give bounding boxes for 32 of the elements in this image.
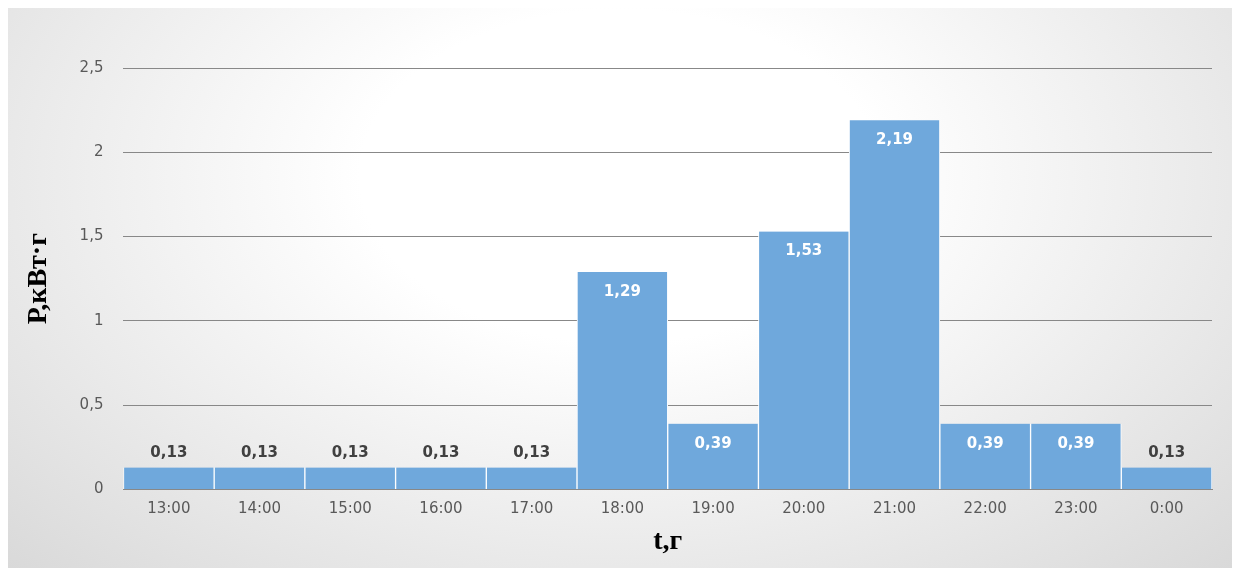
x-tick-label: 14:00 xyxy=(237,499,282,518)
x-tick-label: 15:00 xyxy=(328,499,372,518)
data-label: 0,13 xyxy=(1148,443,1186,462)
data-label: 1,29 xyxy=(603,281,641,300)
x-tick-label: 16:00 xyxy=(419,499,463,518)
x-tick-label: 17:00 xyxy=(510,499,554,518)
x-tick-label: 22:00 xyxy=(963,499,1007,518)
x-tick-label: 20:00 xyxy=(782,499,826,518)
x-tick-label: 19:00 xyxy=(691,499,735,518)
data-label: 0,39 xyxy=(694,433,732,452)
data-label: 2,19 xyxy=(876,130,914,149)
data-label: 0,13 xyxy=(150,443,188,462)
y-tick-label: 1 xyxy=(93,310,104,329)
x-tick-label: 13:00 xyxy=(147,499,191,518)
data-label: 0,13 xyxy=(422,443,460,462)
data-label: 0,13 xyxy=(331,443,369,462)
x-tick-label: 21:00 xyxy=(872,499,917,518)
data-label: 0,39 xyxy=(1057,433,1095,452)
x-tick-label: 0:00 xyxy=(1149,499,1184,518)
data-label: 0,13 xyxy=(513,443,551,462)
x-axis-title: t,г xyxy=(653,524,683,556)
x-tick-label: 18:00 xyxy=(600,499,644,518)
y-tick-label: 0 xyxy=(93,479,104,498)
y-axis-title: Р,кВт·г xyxy=(21,233,53,325)
y-tick-label: 2,5 xyxy=(79,57,104,76)
y-tick-label: 2 xyxy=(93,142,104,161)
y-tick-label: 1,5 xyxy=(79,226,104,245)
x-tick-label: 23:00 xyxy=(1054,499,1098,518)
data-label: 0,13 xyxy=(241,443,279,462)
data-label: 1,53 xyxy=(785,241,823,260)
data-label: 0,39 xyxy=(966,433,1004,452)
y-tick-label: 0,5 xyxy=(79,395,104,414)
